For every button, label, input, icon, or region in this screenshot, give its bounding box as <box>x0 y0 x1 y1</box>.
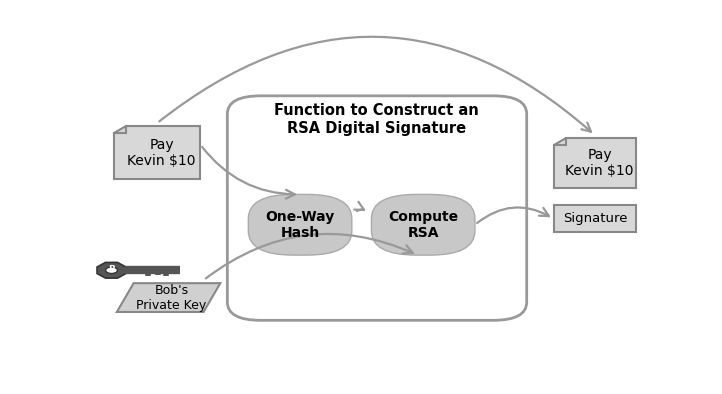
Bar <box>554 205 636 232</box>
Text: One-Way
Hash: One-Way Hash <box>266 210 335 240</box>
Text: Function to Construct an
RSA Digital Signature: Function to Construct an RSA Digital Sig… <box>274 103 479 136</box>
Text: Bob's
Private Key: Bob's Private Key <box>136 284 206 312</box>
Polygon shape <box>97 262 126 278</box>
Text: Pay
Kevin $10: Pay Kevin $10 <box>565 148 634 178</box>
FancyBboxPatch shape <box>227 96 527 320</box>
Polygon shape <box>117 283 220 312</box>
Text: Signature: Signature <box>562 212 627 225</box>
FancyBboxPatch shape <box>371 194 475 255</box>
Text: B: B <box>108 265 115 274</box>
Polygon shape <box>554 138 636 188</box>
Circle shape <box>105 267 118 273</box>
FancyBboxPatch shape <box>248 194 352 255</box>
Text: Compute
RSA: Compute RSA <box>388 210 458 240</box>
Polygon shape <box>114 126 201 179</box>
Text: Pay
Kevin $10: Pay Kevin $10 <box>127 138 196 168</box>
